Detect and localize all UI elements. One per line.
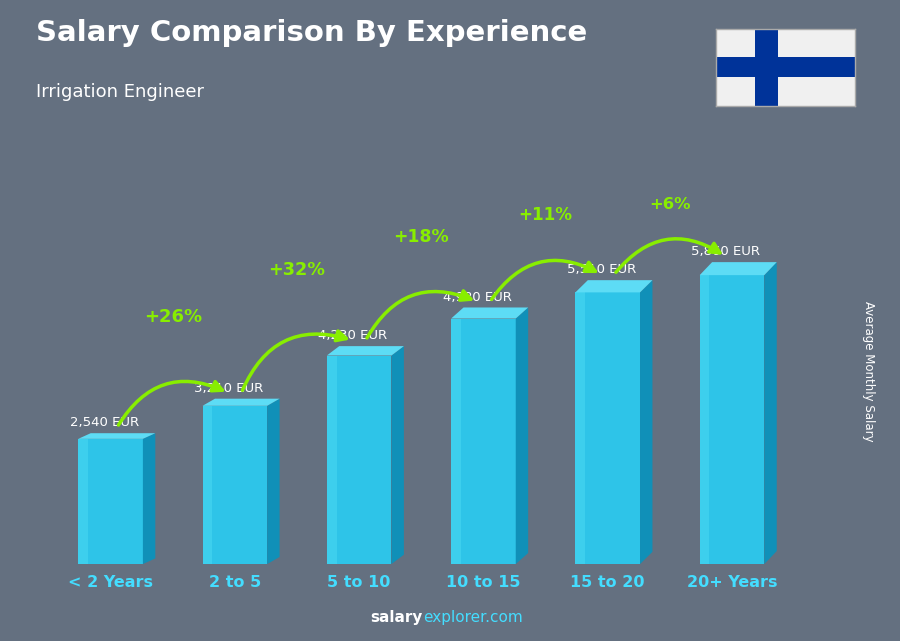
Text: +11%: +11% xyxy=(518,206,572,224)
Text: 5,860 EUR: 5,860 EUR xyxy=(691,246,760,258)
Bar xyxy=(716,57,855,78)
Polygon shape xyxy=(764,262,777,564)
Text: 3,210 EUR: 3,210 EUR xyxy=(194,382,263,395)
Polygon shape xyxy=(640,280,652,564)
Polygon shape xyxy=(392,346,404,564)
Polygon shape xyxy=(451,308,528,319)
Text: explorer.com: explorer.com xyxy=(423,610,523,625)
Polygon shape xyxy=(78,433,156,439)
Polygon shape xyxy=(202,406,267,564)
Text: 4,230 EUR: 4,230 EUR xyxy=(318,329,387,342)
Polygon shape xyxy=(451,319,516,564)
Polygon shape xyxy=(451,319,461,564)
Polygon shape xyxy=(143,433,156,564)
Polygon shape xyxy=(202,406,212,564)
Polygon shape xyxy=(202,399,280,406)
Text: salary: salary xyxy=(371,610,423,625)
Text: 2,540 EUR: 2,540 EUR xyxy=(69,417,139,429)
Bar xyxy=(754,29,778,106)
Polygon shape xyxy=(327,346,404,356)
Polygon shape xyxy=(267,399,280,564)
Text: 5,510 EUR: 5,510 EUR xyxy=(567,263,636,276)
Polygon shape xyxy=(575,280,652,292)
Polygon shape xyxy=(78,439,88,564)
Polygon shape xyxy=(327,356,337,564)
Polygon shape xyxy=(699,275,709,564)
Polygon shape xyxy=(699,262,777,275)
Text: Average Monthly Salary: Average Monthly Salary xyxy=(862,301,875,442)
Text: +6%: +6% xyxy=(649,197,690,212)
Text: +18%: +18% xyxy=(393,228,449,246)
Polygon shape xyxy=(78,439,143,564)
Polygon shape xyxy=(699,275,764,564)
Text: Salary Comparison By Experience: Salary Comparison By Experience xyxy=(36,19,587,47)
Text: +32%: +32% xyxy=(268,261,326,279)
Polygon shape xyxy=(575,292,640,564)
Polygon shape xyxy=(575,292,585,564)
Text: Irrigation Engineer: Irrigation Engineer xyxy=(36,83,204,101)
Polygon shape xyxy=(516,308,528,564)
Text: 4,980 EUR: 4,980 EUR xyxy=(443,290,511,304)
Text: +26%: +26% xyxy=(144,308,202,326)
Polygon shape xyxy=(327,356,392,564)
